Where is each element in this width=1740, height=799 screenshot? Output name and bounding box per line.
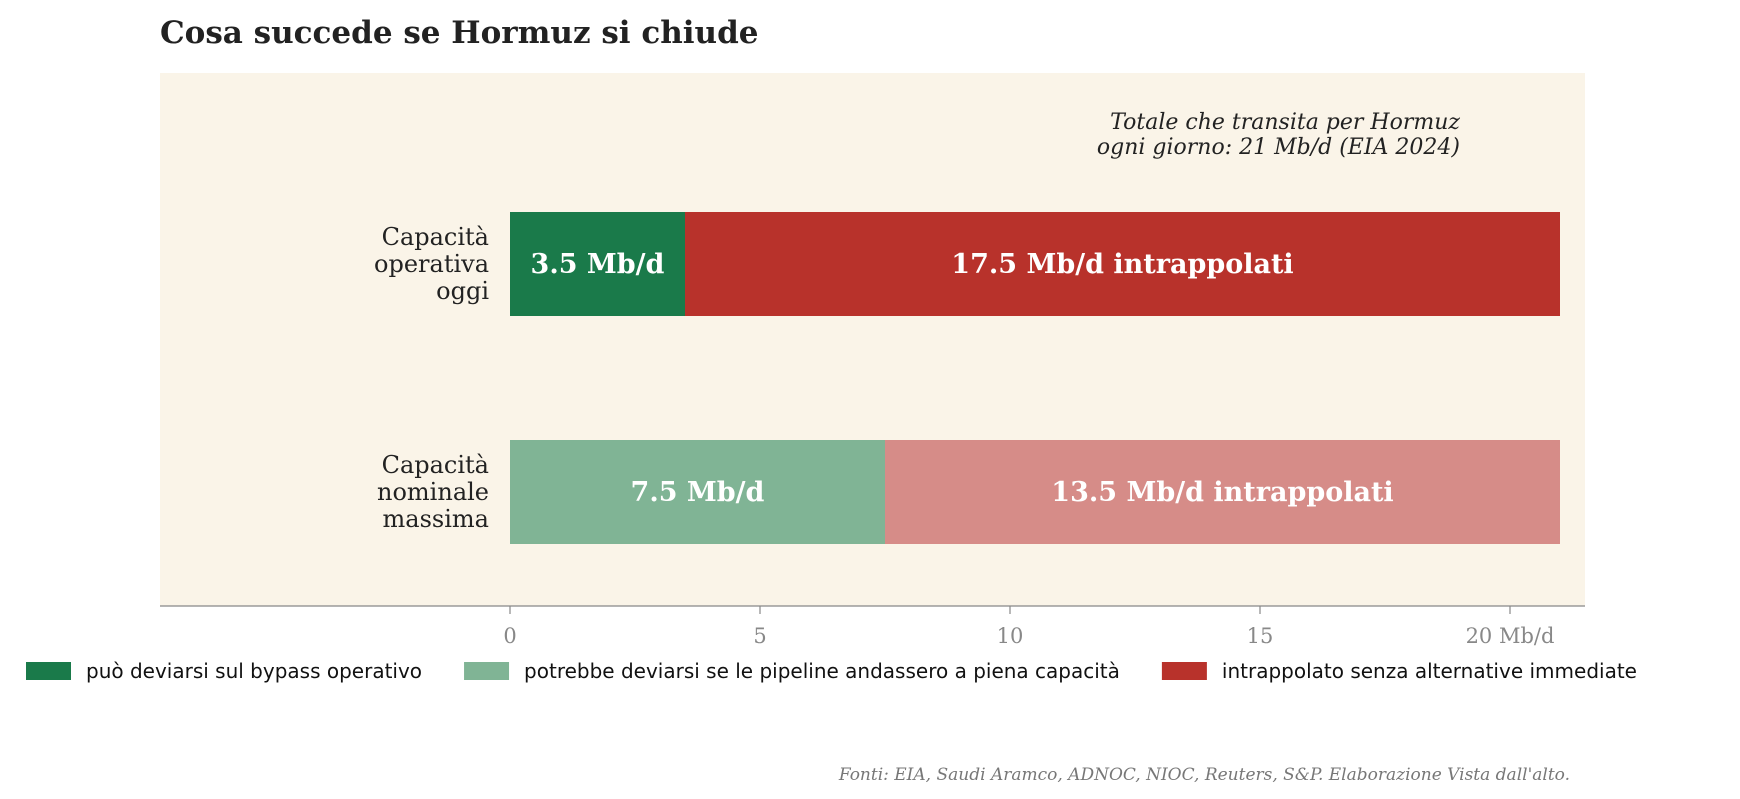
category-label: Capacità [382, 451, 489, 479]
category-label: Capacità [382, 223, 489, 251]
category-label: oggi [436, 277, 489, 305]
bar-segment [885, 440, 1560, 544]
chart-title: Cosa succede se Hormuz si chiude [160, 15, 759, 51]
legend-swatch [464, 662, 510, 680]
bar-value-label: 3.5 Mb/d [531, 249, 665, 280]
x-tick-label: 15 [1247, 624, 1274, 648]
x-tick-label: 20 Mb/d [1466, 624, 1555, 648]
legend-label: può deviarsi sul bypass operativo [86, 659, 422, 683]
bar-segment [685, 212, 1560, 316]
x-tick-label: 0 [503, 624, 516, 648]
x-tick-label: 5 [753, 624, 766, 648]
source-note: Fonti: EIA, Saudi Aramco, ADNOC, NIOC, R… [838, 765, 1570, 785]
bar-value-label: 17.5 Mb/d intrappolati [951, 249, 1293, 280]
category-labels: CapacitàoperativaoggiCapacitànominalemas… [374, 223, 489, 533]
bar-segment [510, 212, 685, 316]
legend: può deviarsi sul bypass operativo potrebb… [26, 659, 1637, 683]
annotation-line: Totale che transita per Hormuz [1110, 110, 1460, 135]
legend-swatch [1161, 662, 1207, 680]
legend-label: intrappolato senza alternative immediate [1222, 659, 1637, 683]
bar-value-label: 13.5 Mb/d intrappolati [1051, 477, 1393, 508]
bars-group: 3.5 Mb/d 17.5 Mb/d intrappolati 7.5 Mb/d 13… [510, 212, 1560, 544]
annotation-line: ogni giorno: 21 Mb/d (EIA 2024) [1097, 135, 1460, 160]
category-label: operativa [374, 250, 489, 278]
category-label: nominale [377, 478, 489, 506]
legend-swatch [26, 662, 71, 680]
category-label: massima [383, 505, 489, 533]
legend-label: potrebbe deviarsi se le pipeline andasse… [524, 659, 1120, 683]
x-tick-label: 10 [997, 624, 1024, 648]
x-axis-ticks: 0 5 10 15 20 Mb/d [503, 606, 1554, 648]
bar-segment [510, 440, 885, 544]
bar-value-label: 7.5 Mb/d [631, 477, 765, 508]
